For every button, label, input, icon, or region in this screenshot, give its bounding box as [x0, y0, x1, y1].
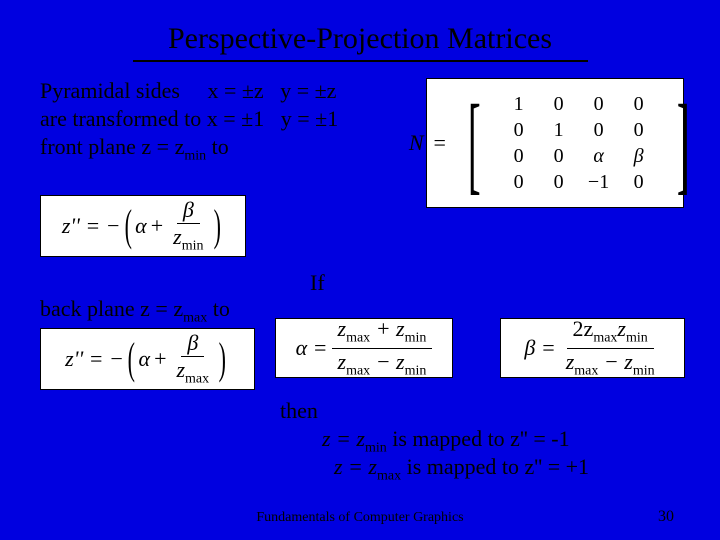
title-underline: [133, 60, 588, 62]
zpp1-plus: +: [151, 213, 163, 239]
alpha-den-minus: − z: [370, 349, 404, 374]
zpp2-zmax: z: [176, 357, 185, 382]
formula-zpp-max: z'' = − ( α + β zmax ): [40, 328, 255, 390]
back-a: back plane z = z: [40, 296, 183, 321]
beta-num: 2z: [573, 316, 594, 341]
line2-b: y = ±1: [281, 106, 338, 131]
bracket-right-icon: ]: [676, 94, 689, 193]
m31: 0: [539, 171, 579, 194]
m12: 0: [579, 119, 619, 142]
m13: 0: [619, 119, 659, 142]
formula-beta: β = 2zmaxzmin zmax − zmin: [500, 318, 685, 378]
beta-num-a-sub: max: [593, 331, 617, 346]
beta-den-minus: − z: [598, 349, 632, 374]
back-plane-text: back plane z = zmax to: [40, 296, 230, 326]
line1-b: x = ±z: [207, 78, 263, 103]
m03: 0: [619, 93, 659, 116]
alpha-num-a-sub: max: [346, 331, 370, 346]
back-sub: max: [183, 310, 207, 325]
line3-b: to: [206, 134, 229, 159]
alpha-lhs: α =: [296, 335, 328, 361]
m11: 1: [539, 119, 579, 142]
page-number: 30: [658, 508, 674, 526]
matrix-label: N: [409, 130, 424, 156]
m30: 0: [499, 171, 539, 194]
zpp2-beta: β: [187, 330, 198, 355]
zpp1-zmin: z: [173, 224, 182, 249]
footer-text: Fundamentals of Computer Graphics: [0, 510, 720, 526]
map1-b: is mapped to z'' = -1: [387, 426, 570, 451]
zpp2-frac: β zmax: [170, 332, 215, 386]
m00: 1: [499, 93, 539, 116]
line1-c: y = ±z: [280, 78, 336, 103]
beta-den-b-sub: min: [633, 363, 655, 378]
zpp2-lhs: z'' = −: [65, 346, 124, 372]
m23: β: [619, 145, 659, 168]
bracket-left-icon: [: [468, 94, 481, 193]
m20: 0: [499, 145, 539, 168]
paren-right-icon: ): [213, 213, 220, 239]
beta-lhs: β =: [524, 335, 555, 361]
map2-sub: max: [377, 468, 401, 483]
alpha-num-a: z: [338, 316, 347, 341]
back-b: to: [207, 296, 230, 321]
zpp2-zmax-sub: max: [185, 371, 209, 386]
zpp1-alpha: α: [135, 213, 147, 239]
map2-a: z = z: [334, 454, 377, 479]
line-1: Pyramidal sides x = ±z y = ±z: [40, 78, 336, 104]
mapping-2: z = zmax is mapped to z'' = +1: [334, 454, 589, 484]
m02: 0: [579, 93, 619, 116]
if-label: If: [310, 270, 325, 296]
then-label: then: [280, 398, 318, 424]
beta-frac: 2zmaxzmin zmax − zmin: [560, 318, 661, 378]
beta-den-a: z: [566, 349, 575, 374]
formula-alpha: α = zmax + zmin zmax − zmin: [275, 318, 453, 378]
matrix-grid: 1000 0100 00αβ 00−10: [499, 91, 659, 195]
m01: 0: [539, 93, 579, 116]
zpp1-zmin-sub: min: [182, 238, 204, 253]
slide-title: Perspective-Projection Matrices: [0, 0, 720, 60]
matrix-n: N = [ 1000 0100 00αβ 00−10 ]: [426, 78, 684, 208]
map2-b: is mapped to z'' = +1: [401, 454, 589, 479]
beta-den-a-sub: max: [574, 363, 598, 378]
alpha-den-a: z: [338, 349, 347, 374]
m33: 0: [619, 171, 659, 194]
paren-right-icon-2: ): [219, 346, 226, 372]
zpp1-lhs: z'' = −: [62, 213, 121, 239]
paren-left-icon-2: (: [128, 346, 135, 372]
m32: −1: [579, 171, 619, 194]
zpp2-plus: +: [154, 346, 166, 372]
line-2: are transformed to x = ±1 y = ±1: [40, 106, 338, 132]
zpp1-beta: β: [183, 197, 194, 222]
line3-a: front plane z = z: [40, 134, 184, 159]
map1-a: z = z: [322, 426, 365, 451]
alpha-den-b-sub: min: [405, 363, 427, 378]
alpha-num-b-sub: min: [405, 331, 427, 346]
zpp1-frac: β zmin: [167, 199, 209, 253]
alpha-den-a-sub: max: [346, 363, 370, 378]
zpp2-alpha: α: [139, 346, 151, 372]
matrix-eq: =: [434, 130, 446, 156]
line-3: front plane z = zmin to: [40, 134, 229, 164]
alpha-num-plus: + z: [370, 316, 404, 341]
line3-sub: min: [184, 148, 206, 163]
beta-num-b-sub: min: [626, 331, 648, 346]
beta-num-b: z: [617, 316, 626, 341]
formula-zpp-min: z'' = − ( α + β zmin ): [40, 195, 246, 257]
m22: α: [579, 145, 619, 168]
m21: 0: [539, 145, 579, 168]
mapping-1: z = zmin is mapped to z'' = -1: [322, 426, 570, 456]
line1-a: Pyramidal sides: [40, 78, 180, 103]
m10: 0: [499, 119, 539, 142]
paren-left-icon: (: [124, 213, 131, 239]
alpha-frac: zmax + zmin zmax − zmin: [332, 318, 433, 378]
line2-a: are transformed to x = ±1: [40, 106, 264, 131]
